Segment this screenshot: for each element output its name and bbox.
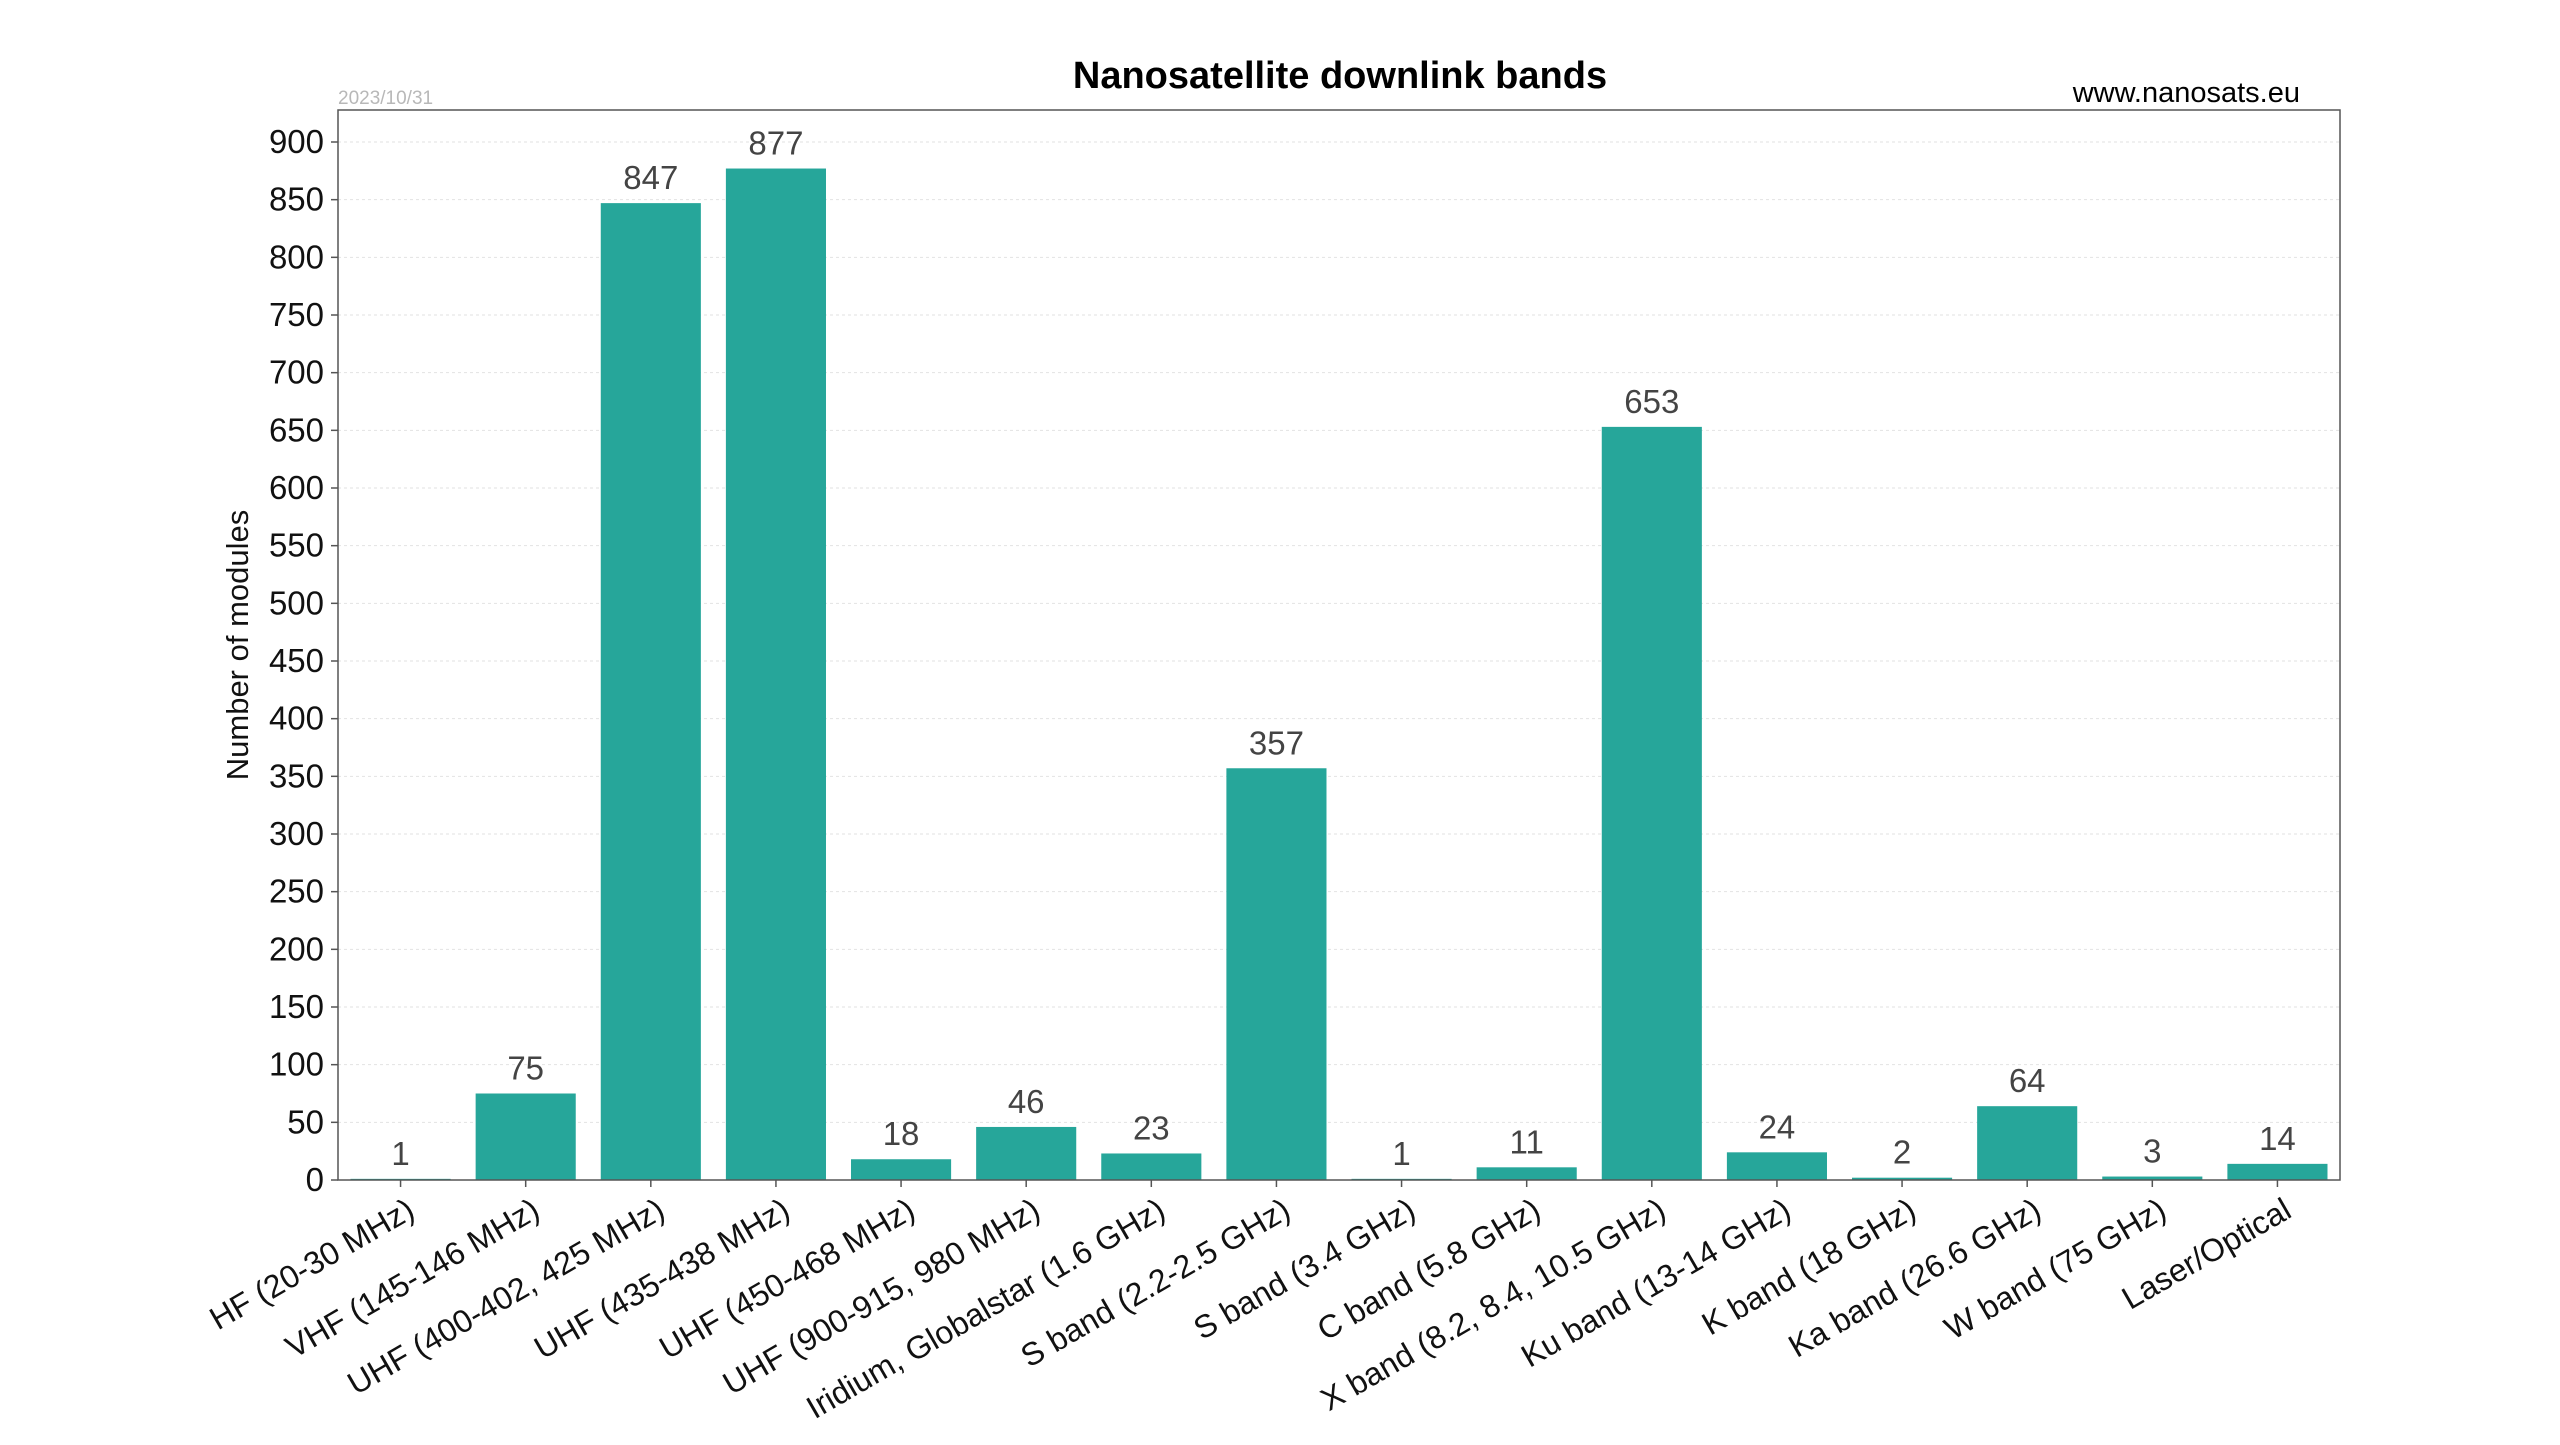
y-tick-label: 400 [269,700,324,737]
plot-frame [337,109,2341,1181]
y-tick-label: 800 [269,238,324,275]
y-tick-label: 550 [269,527,324,564]
x-category-label: S band (3.4 GHz) [1187,1191,1421,1347]
bar-value-label: 11 [1510,1123,1544,1160]
bar [600,203,701,1181]
bar [1476,1167,1577,1180]
x-axis-categories: HF (20-30 MHz)VHF (145-146 MHz)UHF (400-… [203,1191,2297,1426]
y-tick-label: 700 [269,354,324,391]
bar-value-label: 847 [623,159,678,196]
y-tick-label: 650 [269,411,324,448]
y-tick-label: 600 [269,469,324,506]
bar [1101,1153,1202,1180]
grid-layer [338,141,2340,1123]
bar [725,168,826,1180]
y-tick-label: 750 [269,296,324,333]
chart-date: 2023/10/31 [338,88,433,109]
y-tick-label: 200 [269,930,324,967]
y-axis-label: Number of modules [220,510,255,781]
bar [1726,1152,1827,1180]
chart-source: www.nanosats.eu [2072,77,2300,109]
chart-title: Nanosatellite downlink bands [1073,55,1607,97]
y-tick-label: 900 [269,123,324,160]
bar-value-label: 14 [2259,1120,2296,1157]
bar-value-label: 18 [883,1115,920,1152]
bar-value-label: 23 [1133,1109,1170,1146]
bar [2102,1176,2203,1180]
bar-value-label: 2 [1893,1134,1911,1171]
bar [976,1126,1077,1180]
bar-value-label: 357 [1249,724,1304,761]
y-tick-label: 100 [269,1046,324,1083]
bar-value-label: 64 [2009,1062,2046,1099]
bar-value-label: 46 [1008,1083,1045,1120]
bar-value-label: 1 [1392,1135,1410,1172]
bar [851,1159,952,1180]
bar [2227,1163,2328,1180]
bar-value-label: 653 [1624,383,1679,420]
bar-value-label: 3 [2143,1133,2161,1170]
y-tick-label: 500 [269,584,324,621]
y-tick-label: 0 [306,1161,324,1198]
y-tick-label: 50 [287,1103,324,1140]
y-tick-label: 350 [269,757,324,794]
y-tick-label: 300 [269,815,324,852]
y-tick-label: 850 [269,181,324,218]
y-axis-ticks: 0 50 100 150 200 250 300 350 400 450 500 550 600 650 7… [269,123,2279,1198]
bar-layer [350,168,2328,1181]
y-tick-label: 450 [269,642,324,679]
bar-value-label: 1 [391,1135,409,1172]
bar [475,1093,576,1180]
x-category-label: W band (75 GHz) [1938,1191,2172,1347]
bar-value-label: 877 [748,125,803,162]
bar-value-label: 75 [507,1050,544,1087]
bar [1601,426,1702,1181]
bar-value-label: 24 [1759,1108,1796,1145]
bar [1977,1106,2078,1180]
bar [1852,1177,1953,1180]
y-tick-label: 150 [269,988,324,1025]
y-tick-label: 250 [269,873,324,910]
bar [1226,768,1327,1180]
